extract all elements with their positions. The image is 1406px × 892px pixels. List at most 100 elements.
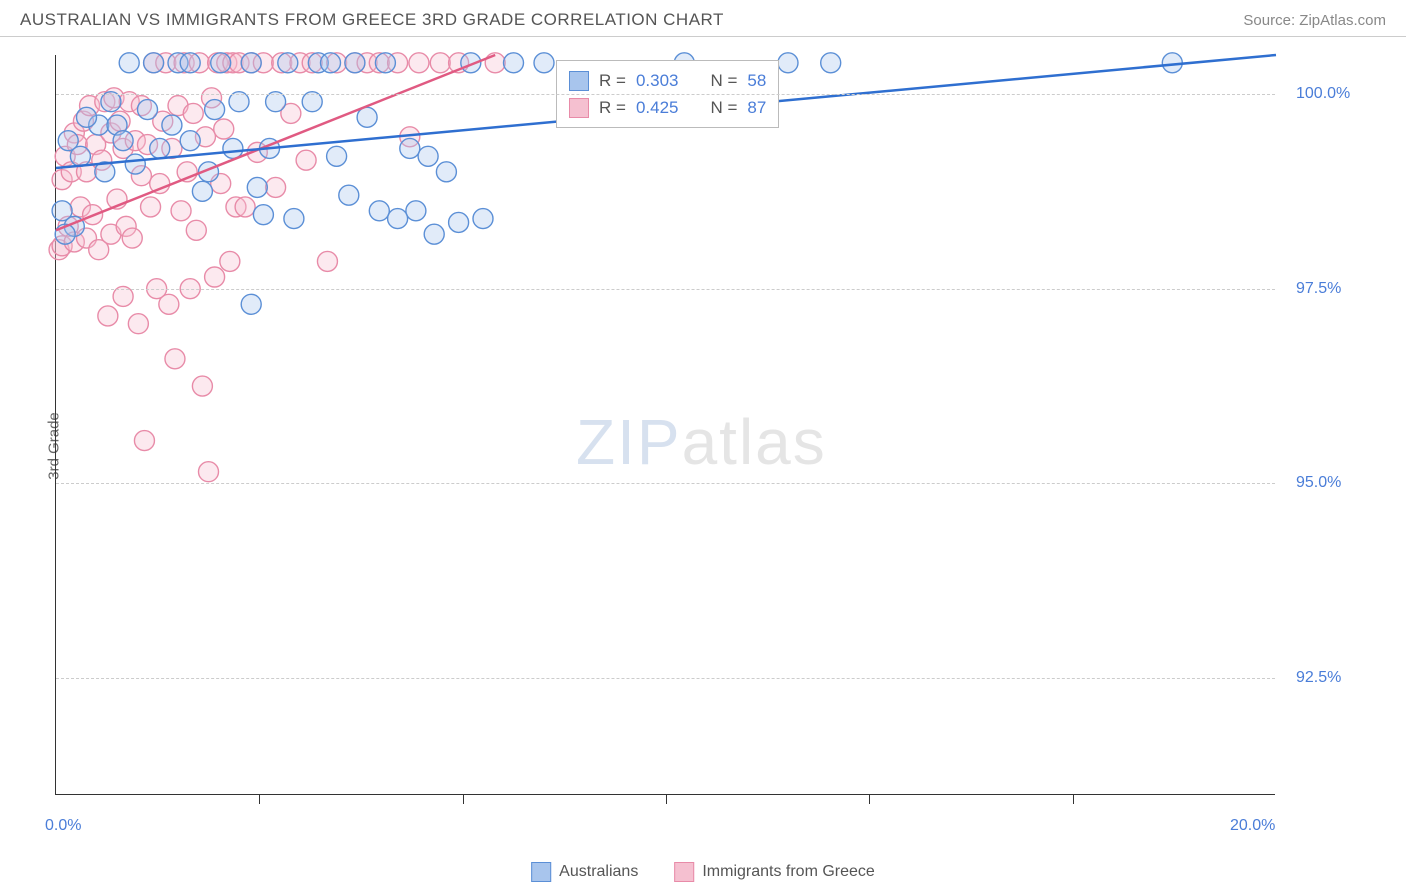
scatter-point [424,224,444,244]
x-tick-label: 20.0% [1230,817,1275,835]
r-label-b: R = [599,94,626,121]
n-value-b: 87 [747,94,766,121]
scatter-point [122,228,142,248]
scatter-point [162,115,182,135]
scatter-point [141,197,161,217]
y-tick-label: 100.0% [1296,85,1350,103]
legend-swatch-a [531,862,551,882]
scatter-point [180,53,200,73]
scatter-point [180,131,200,151]
scatter-point [171,201,191,221]
scatter-point [430,53,450,73]
scatter-point [150,138,170,158]
scatter-point [418,146,438,166]
scatter-point [388,209,408,229]
x-minor-tick [869,794,870,804]
scatter-point [247,177,267,197]
y-tick-label: 92.5% [1296,669,1341,687]
scatter-point [77,107,97,127]
scatter-point [205,100,225,120]
plot-svg [56,55,1275,794]
scatter-point [473,209,493,229]
scatter-point [778,53,798,73]
swatch-series-a [569,71,589,91]
scatter-point [436,162,456,182]
scatter-point [317,251,337,271]
legend-item-a: Australians [531,862,638,882]
scatter-point [449,212,469,232]
scatter-point [296,150,316,170]
scatter-point [192,376,212,396]
gridline-h [56,483,1275,484]
source-value: ZipAtlas.com [1299,12,1386,29]
legend-label-a: Australians [559,863,638,881]
legend-label-b: Immigrants from Greece [702,863,874,881]
gridline-h [56,289,1275,290]
stats-row-a: R = 0.303 N = 58 [569,67,766,94]
scatter-point [165,349,185,369]
scatter-point [183,103,203,123]
scatter-point [534,53,554,73]
scatter-point [119,53,139,73]
scatter-point [357,107,377,127]
gridline-h [56,94,1275,95]
scatter-point [223,138,243,158]
stats-row-b: R = 0.425 N = 87 [569,94,766,121]
gridline-h [56,678,1275,679]
y-tick-label: 97.5% [1296,280,1341,298]
bottom-legend: Australians Immigrants from Greece [531,862,875,882]
scatter-point [159,294,179,314]
legend-swatch-b [674,862,694,882]
scatter-point [400,138,420,158]
scatter-point [134,431,154,451]
scatter-point [241,294,261,314]
chart-header: AUSTRALIAN VS IMMIGRANTS FROM GREECE 3RD… [0,0,1406,37]
scatter-point [278,53,298,73]
source-prefix: Source: [1243,12,1299,29]
scatter-point [235,197,255,217]
scatter-point [192,181,212,201]
scatter-point [144,53,164,73]
x-minor-tick [1073,794,1074,804]
scatter-point [339,185,359,205]
scatter-point [327,146,347,166]
chart-title: AUSTRALIAN VS IMMIGRANTS FROM GREECE 3RD… [20,10,724,30]
scatter-point [821,53,841,73]
scatter-point [138,100,158,120]
scatter-point [253,205,273,225]
n-label-b: N = [710,94,737,121]
scatter-point [214,119,234,139]
chart-plot-area: R = 0.303 N = 58 R = 0.425 N = 87 ZIPatl… [55,55,1275,795]
scatter-point [211,53,231,73]
x-minor-tick [666,794,667,804]
scatter-point [113,131,133,151]
scatter-point [321,53,341,73]
scatter-point [199,462,219,482]
x-minor-tick [259,794,260,804]
scatter-point [205,267,225,287]
scatter-point [241,53,261,73]
scatter-point [186,220,206,240]
scatter-point [375,53,395,73]
n-value-a: 58 [747,67,766,94]
scatter-point [70,146,90,166]
r-label-a: R = [599,67,626,94]
scatter-point [128,314,148,334]
scatter-point [284,209,304,229]
n-label-a: N = [710,67,737,94]
scatter-point [406,201,426,221]
r-value-b: 0.425 [636,94,679,121]
scatter-point [369,201,389,221]
legend-item-b: Immigrants from Greece [674,862,874,882]
scatter-point [504,53,524,73]
scatter-point [345,53,365,73]
scatter-point [409,53,429,73]
swatch-series-b [569,98,589,118]
y-tick-label: 95.0% [1296,474,1341,492]
scatter-point [98,306,118,326]
x-tick-label: 0.0% [45,817,81,835]
chart-source: Source: ZipAtlas.com [1243,12,1386,29]
scatter-point [125,154,145,174]
scatter-point [220,251,240,271]
scatter-point [266,177,286,197]
